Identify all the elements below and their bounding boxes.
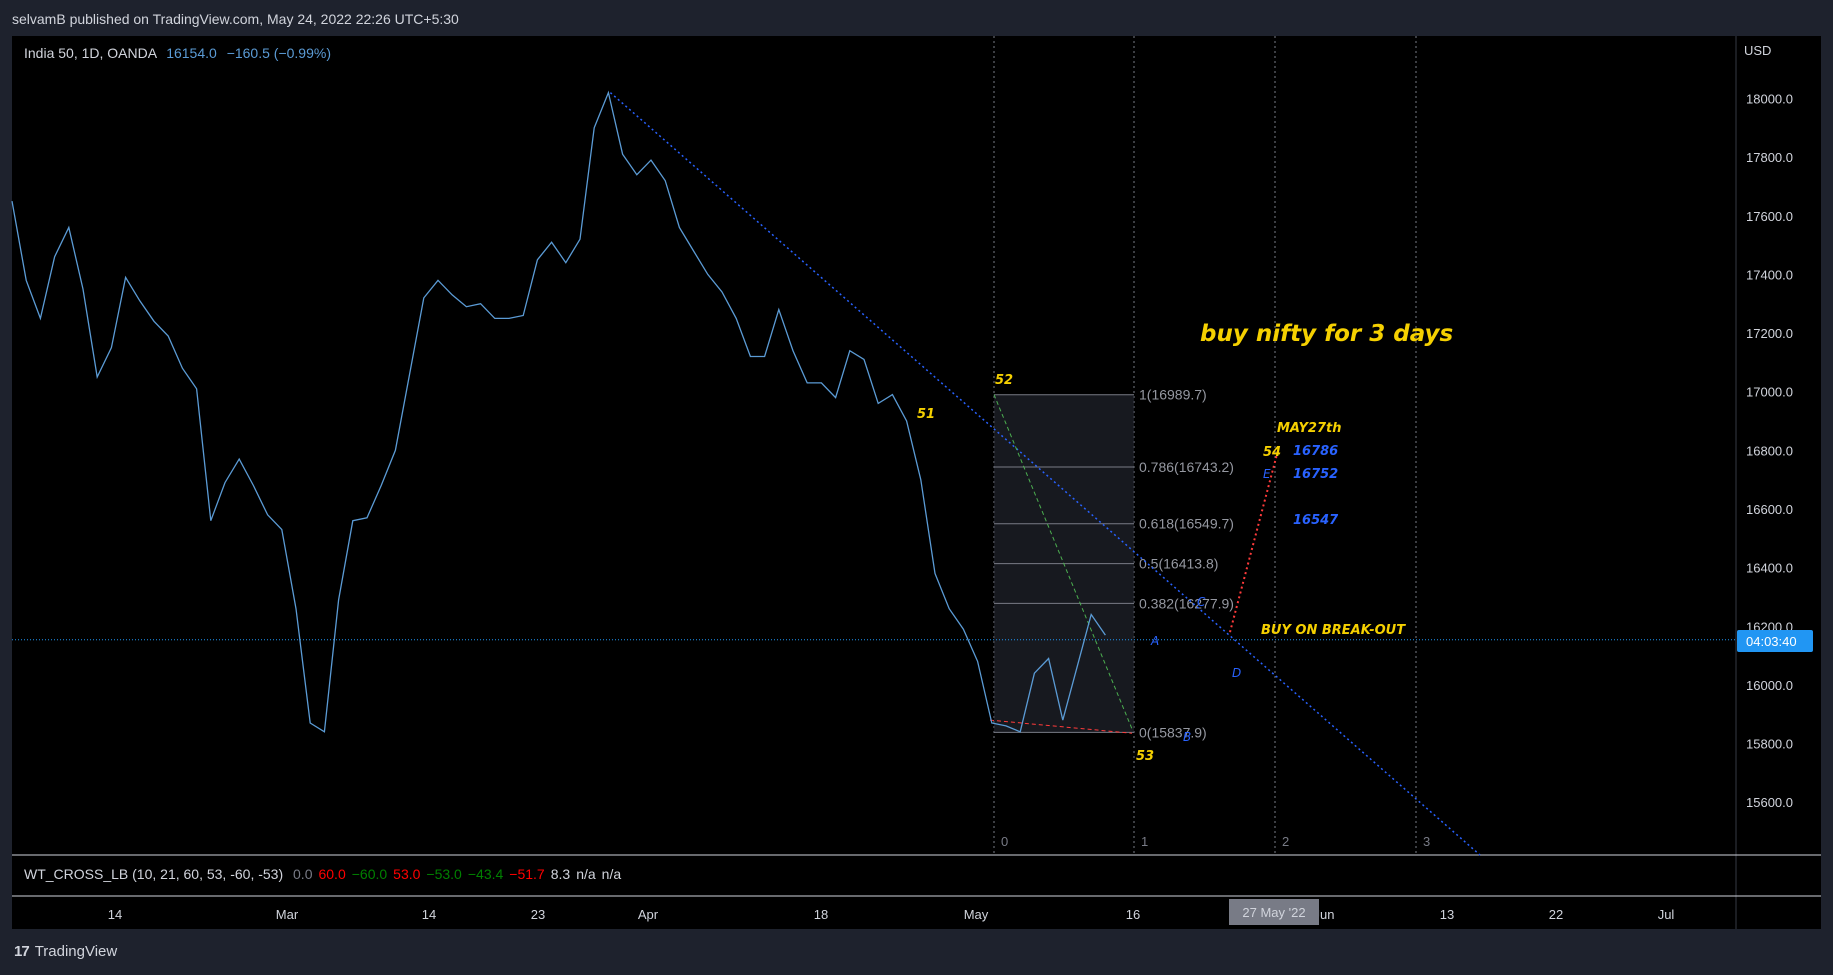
breakout-annotation: BUY ON BREAK-OUT — [1261, 623, 1406, 638]
wave-count-label: 52 — [995, 373, 1013, 388]
price-tick-label: 16000.0 — [1746, 678, 1793, 693]
price-series-line — [11, 90, 1106, 733]
oscillator-value: −43.4 — [467, 866, 504, 882]
price-tick-label: 16400.0 — [1746, 561, 1793, 576]
time-tick-label: 22 — [1549, 907, 1563, 922]
countdown-badge-bg — [1737, 630, 1813, 652]
oscillator-value: −60.0 — [351, 866, 388, 882]
publish-header: selvamB published on TradingView.com, Ma… — [12, 11, 459, 27]
target-projection-red — [1229, 450, 1279, 633]
price-tick-label: 17400.0 — [1746, 267, 1793, 282]
time-tick-label: 18 — [814, 907, 828, 922]
countdown-badge: 04:03:40 — [1746, 634, 1797, 649]
price-tick-label: 17800.0 — [1746, 150, 1793, 165]
fib-time-label: 3 — [1423, 834, 1430, 849]
currency-label: USD — [1744, 43, 1771, 58]
price-change: −160.5 (−0.99%) — [226, 45, 331, 61]
symbol-name: India 50, 1D, OANDA — [24, 45, 157, 61]
time-tick-label: 14 — [422, 907, 436, 922]
time-tick-label: Jul — [1658, 907, 1675, 922]
wave-count-label: 53 — [1136, 749, 1154, 764]
oscillator-value: −53.0 — [426, 866, 462, 882]
oscillator-value: 53.0 — [393, 866, 421, 882]
price-tick-label: 17200.0 — [1746, 326, 1793, 341]
time-tick-label: Apr — [638, 907, 659, 922]
fib-time-label: 2 — [1282, 834, 1289, 849]
price-tick-label: 15600.0 — [1746, 795, 1793, 810]
projection-line-green — [993, 394, 1133, 730]
time-tick-label: 23 — [531, 907, 545, 922]
crosshair-date-bg — [1229, 899, 1319, 925]
title-annotation: buy nifty for 3 days — [1200, 321, 1453, 347]
oscillator-value: n/a — [601, 866, 622, 882]
fib-time-label: 0 — [1001, 834, 1008, 849]
time-tick-label: Mar — [276, 907, 299, 922]
wave-letter-label: A — [1150, 634, 1159, 648]
price-tick-label: 17000.0 — [1746, 385, 1793, 400]
fib-level-label: 0(15837.9) — [1139, 724, 1207, 740]
price-tick-label: 18000.0 — [1746, 92, 1793, 107]
fib-level-label: 1(16989.7) — [1139, 387, 1207, 403]
wave-letter-label: C — [1197, 595, 1206, 609]
time-tick-label: 14 — [108, 907, 122, 922]
wave-letter-label: D — [1232, 666, 1241, 680]
oscillator-legend: WT_CROSS_LB (10, 21, 60, 53, -60, -53) 0… — [24, 866, 633, 882]
price-tick-label: 17600.0 — [1746, 209, 1793, 224]
fib-level-label: 0.618(16549.7) — [1139, 516, 1234, 532]
time-tick-label: 16 — [1126, 907, 1140, 922]
brand-name: TradingView — [34, 943, 118, 960]
fib-time-label: 1 — [1141, 834, 1148, 849]
target-price-label: 16547 — [1293, 513, 1339, 528]
last-price: 16154.0 — [166, 45, 217, 61]
support-line-red — [989, 719, 1133, 734]
wave-count-label: 51 — [917, 407, 935, 422]
time-tick-label: May — [964, 907, 989, 922]
crosshair-date-label: 27 May '22 — [1242, 905, 1305, 920]
wave-letter-label: B — [1183, 730, 1191, 744]
oscillator-value: 8.3 — [550, 866, 571, 882]
wave-letter-label: E — [1263, 467, 1271, 481]
fib-level-label: 0.786(16743.2) — [1139, 459, 1234, 475]
fib-level-label: 0.382(16277.9) — [1139, 595, 1234, 611]
symbol-legend: India 50, 1D, OANDA 16154.0 −160.5 (−0.9… — [24, 45, 331, 61]
price-tick-label: 16600.0 — [1746, 502, 1793, 517]
oscillator-value: 60.0 — [318, 866, 346, 882]
tradingview-logo-icon: 17 — [14, 943, 30, 960]
chart-area[interactable] — [12, 36, 1821, 929]
wave-count-label: 54 — [1263, 445, 1281, 460]
time-tick-label: 13 — [1440, 907, 1454, 922]
price-tick-label: 16800.0 — [1746, 443, 1793, 458]
target-price-label: 16752 — [1293, 467, 1338, 482]
oscillator-value: 0.0 — [293, 866, 313, 882]
target-price-label: 16786 — [1293, 444, 1338, 459]
footer-brand[interactable]: 17 TradingView — [14, 943, 117, 960]
target-date-label: MAY27th — [1277, 421, 1341, 436]
oscillator-name: WT_CROSS_LB (10, 21, 60, 53, -60, -53) — [24, 866, 284, 882]
oscillator-value: −51.7 — [509, 866, 545, 882]
fib-level-label: 0.5(16413.8) — [1139, 556, 1218, 572]
oscillator-value: n/a — [576, 866, 596, 882]
price-tick-label: 15800.0 — [1746, 737, 1793, 752]
